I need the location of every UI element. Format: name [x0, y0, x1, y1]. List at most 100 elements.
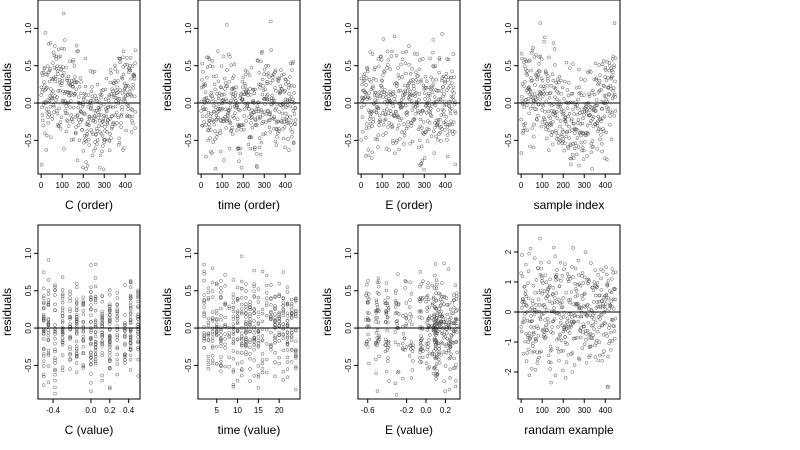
data-point [264, 273, 269, 278]
data-point [75, 49, 79, 54]
data-point [232, 116, 236, 120]
data-point [231, 300, 236, 305]
data-point [385, 49, 390, 54]
data-point [403, 88, 408, 93]
data-point [241, 98, 245, 102]
data-point [533, 256, 537, 260]
data-point [128, 334, 133, 339]
points-c-value [41, 258, 140, 396]
data-point [256, 329, 261, 334]
data-point [109, 126, 114, 131]
data-point [248, 379, 252, 383]
data-point [526, 269, 531, 274]
data-point [576, 319, 580, 324]
data-point [546, 74, 550, 78]
data-point [531, 283, 536, 288]
data-point [72, 105, 76, 110]
x-tick-label: 15 [254, 406, 263, 415]
data-point [74, 322, 79, 326]
data-point [554, 130, 558, 135]
data-point [277, 281, 281, 286]
data-point [51, 89, 55, 94]
data-point [401, 376, 405, 381]
data-point [247, 73, 252, 77]
data-point [256, 364, 261, 368]
data-point [528, 246, 533, 251]
data-point [611, 271, 615, 275]
data-point [235, 298, 240, 303]
data-point [448, 367, 452, 372]
data-point [445, 133, 450, 137]
data-point [359, 138, 363, 142]
data-point [268, 112, 272, 116]
data-point [376, 276, 381, 281]
data-point [446, 154, 450, 159]
data-point [383, 301, 388, 306]
data-point [239, 286, 244, 291]
data-point [602, 349, 606, 353]
data-point [81, 295, 86, 300]
data-point [556, 336, 561, 341]
data-point [388, 109, 393, 113]
data-point [383, 117, 388, 122]
data-point [396, 73, 401, 77]
data-point [228, 121, 233, 126]
data-point [419, 334, 423, 338]
data-point [441, 74, 446, 79]
data-point [411, 81, 416, 86]
data-point [524, 71, 529, 76]
data-point [239, 302, 244, 307]
data-point [128, 320, 133, 324]
data-point [447, 356, 452, 361]
data-point [433, 262, 438, 266]
data-point [206, 362, 211, 367]
data-point [595, 147, 600, 151]
data-point [444, 344, 448, 348]
data-point [264, 370, 269, 375]
data-point [60, 319, 65, 323]
data-point [384, 301, 388, 305]
data-point [244, 339, 248, 344]
data-point [415, 52, 420, 56]
data-point [48, 41, 53, 45]
points-sample-index [519, 21, 618, 171]
data-point [216, 96, 221, 101]
data-point [264, 303, 269, 308]
data-point [434, 278, 439, 282]
data-point [231, 332, 236, 336]
data-point [230, 132, 235, 136]
data-point [588, 105, 593, 109]
data-point [584, 338, 588, 342]
data-point [232, 74, 236, 78]
data-point [219, 364, 223, 368]
data-point [229, 91, 234, 96]
data-point [548, 101, 552, 106]
data-point [416, 109, 420, 113]
data-point [47, 79, 52, 84]
data-point [227, 79, 231, 84]
data-point [244, 119, 248, 123]
data-point [434, 362, 439, 366]
data-point [586, 320, 590, 325]
data-point [371, 117, 376, 121]
data-point [93, 308, 98, 313]
data-point [446, 123, 450, 127]
data-point [561, 329, 566, 334]
data-point [548, 122, 552, 127]
data-point [606, 75, 610, 80]
data-point [571, 62, 575, 66]
data-point [525, 69, 529, 73]
data-point [563, 335, 568, 339]
data-point [452, 120, 456, 125]
data-point [93, 300, 98, 305]
data-point [552, 317, 557, 321]
data-point [593, 293, 598, 298]
points-e-order [359, 32, 458, 172]
data-point [89, 328, 93, 333]
data-point [103, 87, 108, 92]
data-point [587, 94, 592, 99]
data-point [202, 339, 206, 343]
data-point [431, 64, 435, 68]
data-point [293, 118, 298, 122]
data-point [252, 268, 256, 273]
